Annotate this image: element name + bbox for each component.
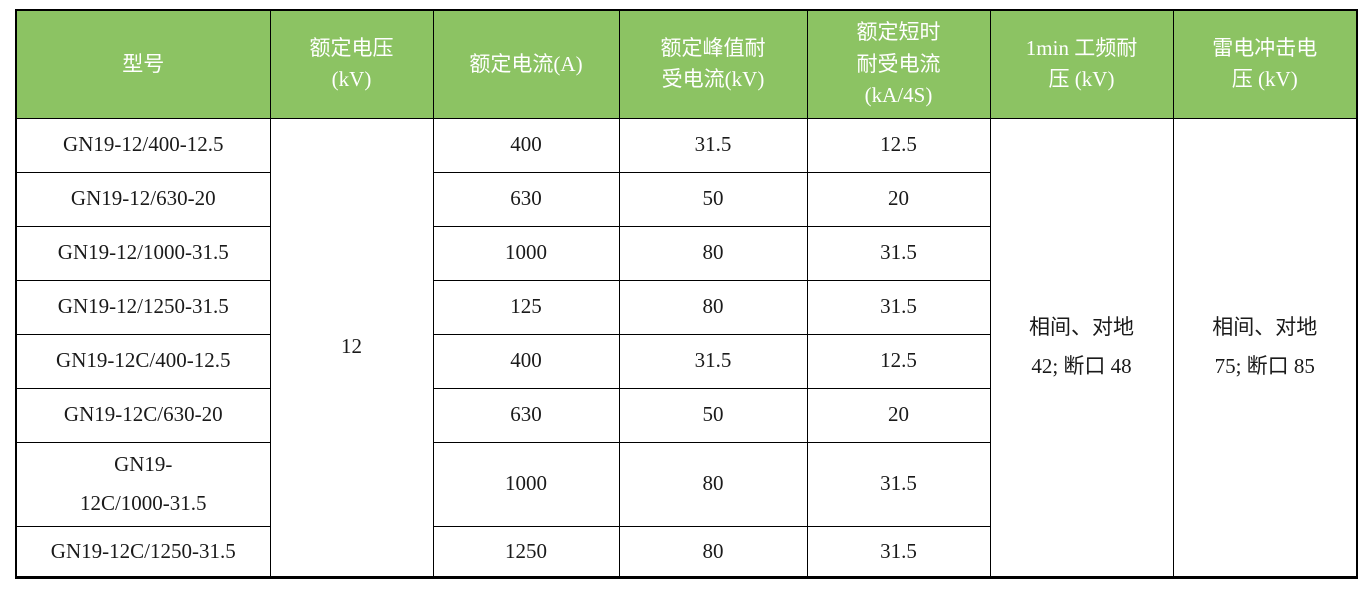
current-cell: 1250 xyxy=(432,526,620,579)
table-row: GN19-12C/1250-31.5 1250 80 31.5 xyxy=(15,526,1357,579)
short-time-cell: 12.5 xyxy=(806,117,991,173)
model-cell: GN19-12/400-12.5 xyxy=(15,117,271,173)
power-frequency-merged-cell: 相间、对地 42; 断口 48 xyxy=(989,117,1174,579)
spec-table-container: 型号 额定电压 (kV) 额定电流(A) 额定峰值耐 受电流(kV) 额定短时 … xyxy=(15,9,1358,580)
current-cell: 630 xyxy=(432,171,620,227)
header-cell-short-time-withstand-current: 额定短时 耐受电流 (kA/4S) xyxy=(806,9,991,119)
peak-cell: 31.5 xyxy=(618,333,808,389)
peak-cell: 80 xyxy=(618,225,808,281)
model-cell: GN19-12C/1250-31.5 xyxy=(15,526,271,579)
table-row: GN19-12/1000-31.5 1000 80 31.5 xyxy=(15,225,1357,281)
short-time-cell: 20 xyxy=(806,387,991,443)
model-cell: GN19-12C/400-12.5 xyxy=(15,333,271,389)
current-cell: 400 xyxy=(432,333,620,389)
peak-cell: 50 xyxy=(618,387,808,443)
short-time-cell: 12.5 xyxy=(806,333,991,389)
current-cell: 125 xyxy=(432,279,620,335)
header-cell-rated-voltage: 额定电压 (kV) xyxy=(269,9,434,119)
header-cell-model: 型号 xyxy=(15,9,271,119)
table-row: GN19-12C/630-20 630 50 20 xyxy=(15,387,1357,443)
model-cell: GN19-12/1250-31.5 xyxy=(15,279,271,335)
current-cell: 400 xyxy=(432,117,620,173)
peak-cell: 31.5 xyxy=(618,117,808,173)
header-cell-power-frequency-withstand: 1min 工频耐 压 (kV) xyxy=(989,9,1174,119)
current-cell: 1000 xyxy=(432,441,620,528)
rated-voltage-merged-cell: 12 xyxy=(269,117,434,579)
model-cell: GN19-12/630-20 xyxy=(15,171,271,227)
short-time-cell: 31.5 xyxy=(806,225,991,281)
model-cell: GN19-12/1000-31.5 xyxy=(15,225,271,281)
model-cell: GN19- 12C/1000-31.5 xyxy=(15,441,271,528)
header-cell-lightning-impulse-voltage: 雷电冲击电 压 (kV) xyxy=(1172,9,1358,119)
model-cell: GN19-12C/630-20 xyxy=(15,387,271,443)
short-time-cell: 31.5 xyxy=(806,526,991,579)
header-cell-peak-withstand-current: 额定峰值耐 受电流(kV) xyxy=(618,9,808,119)
table-row: GN19-12/1250-31.5 125 80 31.5 xyxy=(15,279,1357,335)
table-row: GN19-12/400-12.5 12 400 31.5 12.5 相间、对地 … xyxy=(15,117,1358,579)
current-cell: 1000 xyxy=(432,225,620,281)
lightning-impulse-merged-cell: 相间、对地 75; 断口 85 xyxy=(1172,117,1358,579)
header-cell-rated-current: 额定电流(A) xyxy=(432,9,620,119)
table-row: GN19- 12C/1000-31.5 1000 80 31.5 xyxy=(15,441,1357,528)
peak-cell: 80 xyxy=(618,279,808,335)
table-row: GN19-12/630-20 630 50 20 xyxy=(15,171,1357,227)
peak-cell: 80 xyxy=(618,441,808,528)
short-time-cell: 31.5 xyxy=(806,279,991,335)
spec-table: 型号 额定电压 (kV) 额定电流(A) 额定峰值耐 受电流(kV) 额定短时 … xyxy=(15,9,1358,580)
header-row: 型号 额定电压 (kV) 额定电流(A) 额定峰值耐 受电流(kV) 额定短时 … xyxy=(15,9,1358,119)
peak-cell: 50 xyxy=(618,171,808,227)
current-cell: 630 xyxy=(432,387,620,443)
short-time-cell: 20 xyxy=(806,171,991,227)
short-time-cell: 31.5 xyxy=(806,441,991,528)
peak-cell: 80 xyxy=(618,526,808,579)
